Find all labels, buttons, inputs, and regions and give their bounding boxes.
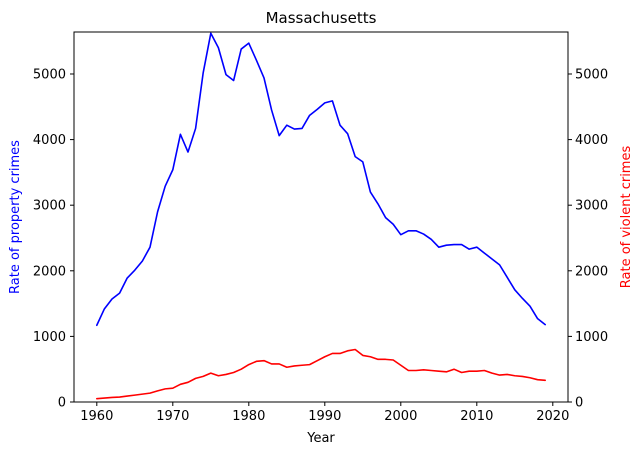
series-line-property-crimes [96,32,547,327]
x-tick-label: 2020 [536,409,569,424]
chart-title: Massachusetts [266,9,377,27]
y-right-tick-label: 4000 [575,133,608,148]
y-left-tick-label: 4000 [33,133,66,148]
x-axis: 1960 1970 1980 1990 2000 2010 2020 [80,402,569,424]
x-tick-label: 1980 [232,409,265,424]
y-right-tick-label: 5000 [575,67,608,82]
series-lines [96,32,547,400]
plot-border [73,31,569,403]
y-left-tick-label: 5000 [33,67,66,82]
y-left-tick-label: 0 [58,396,66,411]
y-axis-left-label: Rate of property crimes [8,140,23,294]
y-right-tick-label: 1000 [575,330,608,345]
y-right-tick-label: 2000 [575,264,608,279]
y-right-tick-label: 3000 [575,199,608,214]
x-tick-label: 1960 [80,409,113,424]
plot-frame [73,31,569,403]
y-axis-right: 0 1000 2000 3000 4000 5000 [568,67,608,411]
x-tick-label: 1990 [308,409,341,424]
y-left-tick-label: 2000 [33,264,66,279]
y-left-tick-label: 1000 [33,330,66,345]
y-axis-left: 0 1000 2000 3000 4000 5000 [33,67,74,411]
x-tick-label: 2010 [460,409,493,424]
x-tick-label: 2000 [384,409,417,424]
y-left-tick-label: 3000 [33,199,66,214]
y-right-tick-label: 0 [575,396,583,411]
y-axis-right-label: Rate of violent crimes [619,146,634,289]
x-axis-label: Year [306,431,335,446]
series-line-violent-crimes [96,348,547,400]
x-tick-label: 1970 [156,409,189,424]
